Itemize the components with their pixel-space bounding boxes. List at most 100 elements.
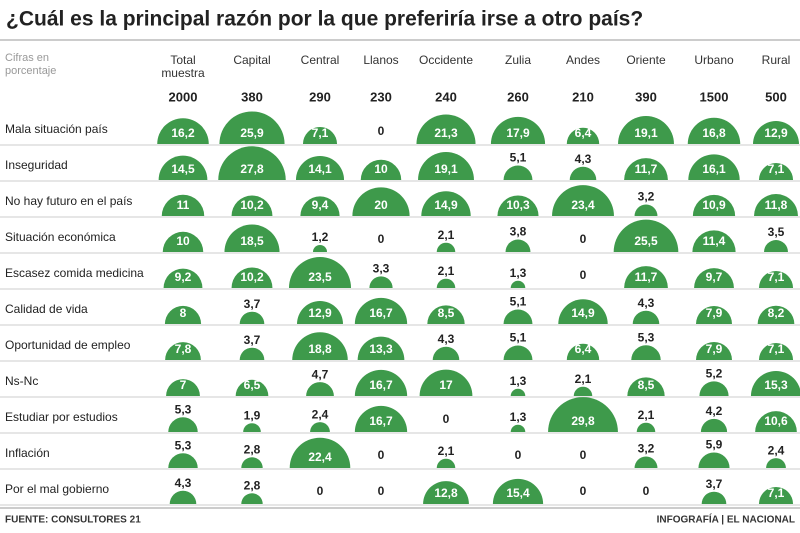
note: Cifras en porcentaje <box>5 52 57 77</box>
value-label: 3,7 <box>244 297 261 311</box>
row-label: Oportunidad de empleo <box>5 338 131 352</box>
semicircle <box>427 305 465 324</box>
value-label: 2,1 <box>438 264 455 278</box>
semicircle <box>360 159 402 180</box>
value-label: 3,8 <box>510 225 527 239</box>
semicircle <box>552 185 614 216</box>
semicircle <box>698 452 730 468</box>
semicircle <box>618 116 674 144</box>
value-label: 0 <box>378 448 385 462</box>
semicircle <box>687 117 741 144</box>
value-label: 10 <box>374 162 388 176</box>
value-label: 10,3 <box>506 198 530 212</box>
value-label: 2,4 <box>312 407 329 421</box>
semicircle <box>632 310 660 324</box>
value-label: 2,1 <box>638 408 655 422</box>
semicircle <box>241 493 263 504</box>
value-label: 0 <box>443 412 450 426</box>
column-header: Andes <box>565 54 601 67</box>
semicircle <box>432 346 460 360</box>
semicircle <box>239 347 265 360</box>
value-label: 12,9 <box>308 306 332 320</box>
value-label: 8 <box>180 306 187 320</box>
semicircle <box>295 155 345 180</box>
value-label: 9,2 <box>175 270 192 284</box>
value-label: 4,3 <box>575 152 592 166</box>
semicircle <box>354 405 408 432</box>
semicircle <box>558 299 608 324</box>
column-header: Total muestra <box>161 54 205 80</box>
value-label: 0 <box>378 484 385 498</box>
semicircle <box>289 437 351 468</box>
sample-size: 260 <box>507 89 529 104</box>
semicircle <box>634 456 658 468</box>
value-label: 8,2 <box>768 306 785 320</box>
semicircle <box>436 278 456 288</box>
value-label: 7,1 <box>768 486 785 500</box>
row-label: Mala situación país <box>5 122 108 136</box>
semicircle <box>696 342 732 360</box>
semicircle <box>503 165 533 180</box>
semicircle <box>235 379 269 396</box>
semicircle <box>168 453 198 468</box>
value-label: 23,5 <box>308 270 332 284</box>
sample-size: 500 <box>765 89 787 104</box>
sample-size: 210 <box>572 89 594 104</box>
semicircle <box>696 306 732 324</box>
value-label: 16,2 <box>171 126 195 140</box>
semicircle <box>158 155 208 180</box>
semicircle <box>219 111 285 144</box>
semicircle <box>161 194 205 216</box>
semicircle <box>436 242 456 252</box>
value-label: 10 <box>176 234 190 248</box>
value-label: 14,5 <box>171 162 195 176</box>
sample-size: 240 <box>435 89 457 104</box>
value-label: 5,3 <box>175 402 192 416</box>
value-label: 1,3 <box>510 374 527 388</box>
sample-size: 380 <box>241 89 263 104</box>
value-label: 0 <box>317 484 324 498</box>
value-label: 12,8 <box>434 486 458 500</box>
column-box: Llanos <box>363 54 398 67</box>
value-label: 0 <box>580 232 587 246</box>
value-label: 6,4 <box>575 342 592 356</box>
column-header: Zulia <box>504 54 531 67</box>
value-label: 14,1 <box>308 162 332 176</box>
semicircle <box>423 481 469 504</box>
value-label: 2,8 <box>244 442 261 456</box>
semicircle <box>157 118 209 144</box>
value-label: 6,4 <box>575 126 592 140</box>
value-label: 2,1 <box>438 228 455 242</box>
row-label: Calidad de vida <box>5 302 88 316</box>
value-label: 9,4 <box>312 198 329 212</box>
semicircle <box>354 297 408 324</box>
value-label: 23,4 <box>571 198 595 212</box>
semicircle <box>569 166 597 180</box>
value-label: 6,5 <box>244 378 261 392</box>
value-label: 0 <box>515 448 522 462</box>
semicircle <box>162 231 204 252</box>
semicircle <box>224 224 280 252</box>
semicircle <box>505 239 531 252</box>
semicircle <box>231 267 273 288</box>
value-label: 0 <box>378 232 385 246</box>
column-box: Urbano <box>694 54 733 67</box>
value-label: 4,3 <box>175 476 192 490</box>
value-label: 5,1 <box>510 295 527 309</box>
sample-size: 230 <box>370 89 392 104</box>
value-label: 10,2 <box>240 270 264 284</box>
value-label: 0 <box>580 268 587 282</box>
value-label: 1,3 <box>510 266 527 280</box>
value-label: 14,9 <box>571 306 595 320</box>
semicircle <box>510 280 526 288</box>
value-label: 12,9 <box>764 126 788 140</box>
column-box: Occidente <box>419 54 473 67</box>
value-label: 20 <box>374 198 388 212</box>
value-label: 11,7 <box>635 270 658 284</box>
semicircle <box>288 256 352 288</box>
value-label: 9,7 <box>706 270 723 284</box>
semicircle <box>757 305 795 324</box>
semicircle <box>300 196 340 216</box>
